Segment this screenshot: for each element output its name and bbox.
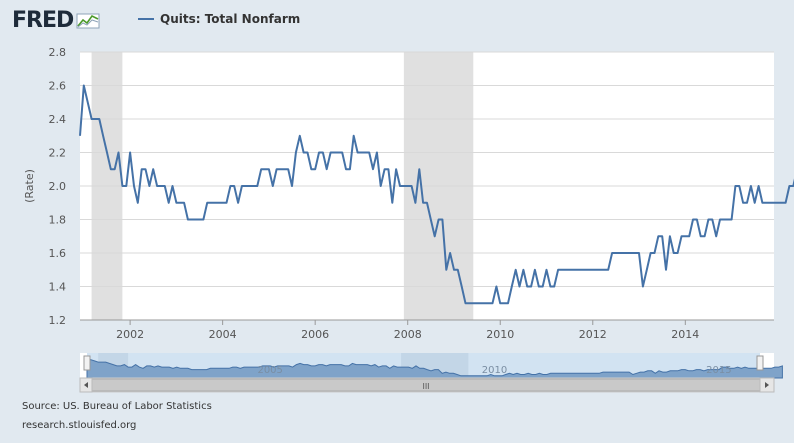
navigator-handle-left[interactable]: [83, 355, 91, 371]
y-tick-label: 2.8: [49, 46, 67, 59]
y-tick-label: 2.6: [49, 80, 67, 93]
scrollbar-grip: III: [422, 382, 429, 391]
y-tick-label: 2.0: [49, 180, 67, 193]
fred-logo-text: FRED: [12, 7, 74, 33]
x-tick-label: 2006: [301, 328, 329, 341]
source-note: Source: US. Bureau of Labor Statistics: [22, 401, 212, 412]
x-tick-label: 2008: [394, 328, 422, 341]
navigator-year-label: 2005: [257, 365, 282, 376]
y-tick-label: 1.8: [49, 214, 67, 227]
x-tick-label: 2004: [209, 328, 237, 341]
navigator-year-label: 2010: [482, 365, 507, 376]
range-navigator[interactable]: 2005 2010 2015 III: [79, 353, 783, 393]
scroll-right-arrow-icon: [765, 382, 769, 388]
legend-series-label: Quits: Total Nonfarm: [160, 12, 301, 26]
x-tick-label: 2014: [671, 328, 699, 341]
y-tick-label: 1.6: [49, 247, 67, 260]
x-tick-label: 2010: [486, 328, 514, 341]
series-line-quits: [79, 84, 794, 305]
site-url[interactable]: research.stlouisfed.org: [22, 420, 137, 431]
fred-graph-icon: [76, 13, 100, 29]
chart-legend: Quits: Total Nonfarm: [138, 12, 300, 26]
y-tick-label: 2.4: [49, 113, 67, 126]
y-tick-label: 1.2: [49, 314, 67, 327]
legend-swatch: [138, 18, 154, 20]
navigator-year-label: 2015: [706, 365, 731, 376]
x-tick-label: 2002: [116, 328, 144, 341]
navigator-series-area: [86, 359, 783, 379]
y-tick-label: 1.4: [49, 281, 67, 294]
fred-logo: FRED: [12, 6, 100, 34]
y-tick-label: 2.2: [49, 147, 67, 160]
scroll-left-arrow-icon: [84, 382, 88, 388]
y-axis-label: (Rate): [23, 169, 36, 203]
navigator-handle-right[interactable]: [756, 355, 764, 371]
x-tick-label: 2012: [579, 328, 607, 341]
